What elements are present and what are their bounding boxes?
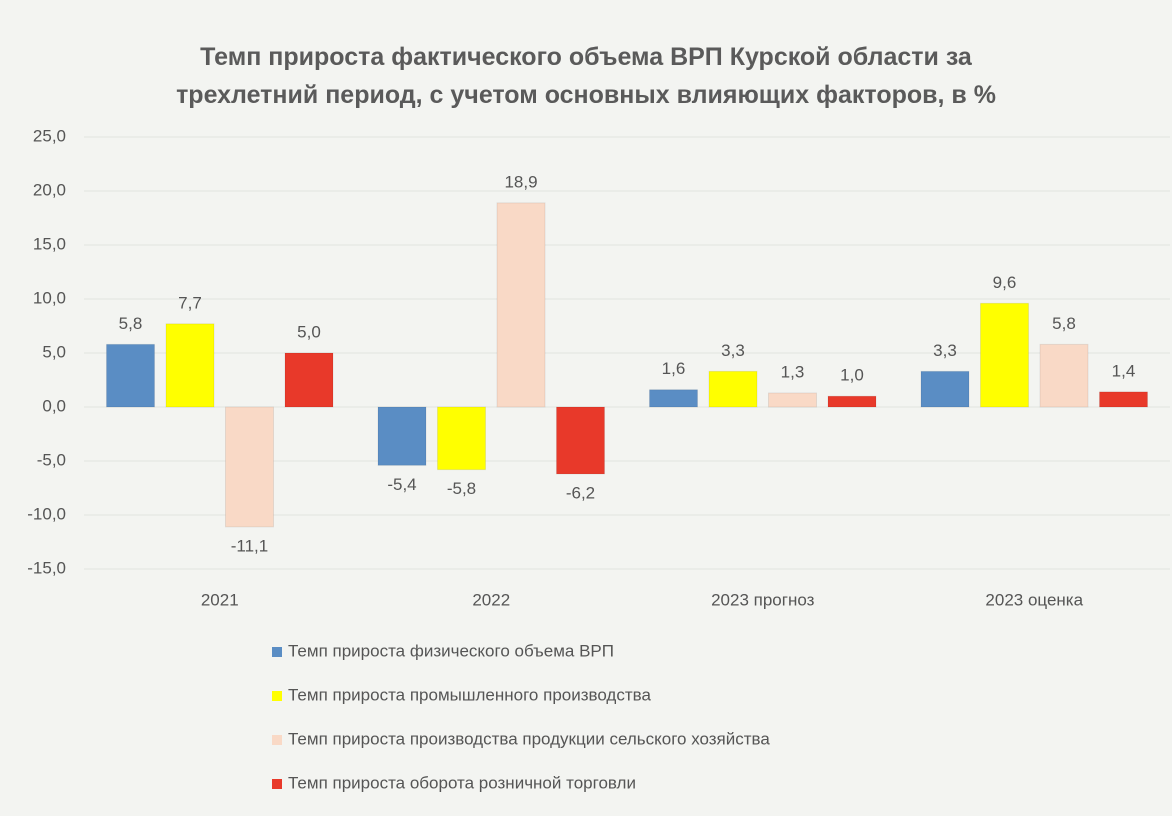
data-label: 18,9	[504, 172, 537, 191]
bar	[377, 406, 427, 466]
data-label: 9,6	[993, 273, 1017, 292]
y-tick-label: -15,0	[27, 558, 66, 577]
bar	[556, 406, 605, 475]
legend-marker	[272, 691, 282, 701]
data-label: 3,3	[721, 341, 745, 360]
data-label: 5,8	[1052, 314, 1076, 333]
bar	[649, 389, 698, 408]
bar	[920, 370, 970, 408]
y-tick-label: -5,0	[37, 450, 66, 469]
bar	[1099, 391, 1148, 408]
legend-marker	[272, 735, 282, 745]
bar	[225, 406, 274, 528]
data-label: 5,8	[119, 314, 143, 333]
y-tick-label: 15,0	[33, 234, 66, 253]
legend-marker	[272, 779, 282, 789]
y-tick-label: 5,0	[42, 342, 66, 361]
y-tick-label: 20,0	[33, 180, 66, 199]
x-tick-label: 2023 прогноз	[711, 590, 815, 609]
legend-label: Темп прироста оборота розничной торговли	[288, 773, 636, 792]
data-label: 1,0	[840, 366, 864, 385]
data-label: 1,6	[662, 359, 686, 378]
data-label: 3,3	[933, 341, 957, 360]
data-label: 5,0	[297, 322, 321, 341]
data-label: -11,1	[231, 536, 269, 555]
y-tick-label: 10,0	[33, 288, 66, 307]
bar	[980, 302, 1029, 408]
bar	[106, 343, 155, 408]
bar	[496, 202, 546, 408]
legend-label: Темп прироста промышленного производства	[288, 685, 651, 704]
y-tick-label: 0,0	[42, 396, 66, 415]
data-label: 1,4	[1112, 361, 1136, 380]
bar	[708, 370, 758, 408]
x-tick-label: 2023 оценка	[985, 590, 1083, 609]
bar	[1039, 343, 1089, 408]
bar	[284, 352, 334, 408]
x-tick-label: 2021	[201, 590, 239, 609]
data-label: -5,8	[447, 479, 476, 498]
y-tick-label: -10,0	[27, 504, 66, 523]
data-label: -5,4	[387, 475, 416, 494]
legend-marker	[272, 647, 282, 657]
y-tick-label: 25,0	[33, 126, 66, 145]
data-label: 1,3	[781, 362, 805, 381]
x-tick-label: 2022	[472, 590, 510, 609]
bar	[827, 395, 877, 408]
legend-label: Темп прироста физического объема ВРП	[288, 641, 614, 660]
data-label: 7,7	[178, 293, 202, 312]
data-label: -6,2	[566, 483, 595, 502]
legend-label: Темп прироста производства продукции сел…	[288, 729, 770, 748]
bar	[768, 392, 817, 408]
bar	[165, 323, 215, 408]
bar	[437, 406, 486, 471]
chart-title: Темп прироста фактического объема ВРП Ку…	[176, 43, 996, 109]
